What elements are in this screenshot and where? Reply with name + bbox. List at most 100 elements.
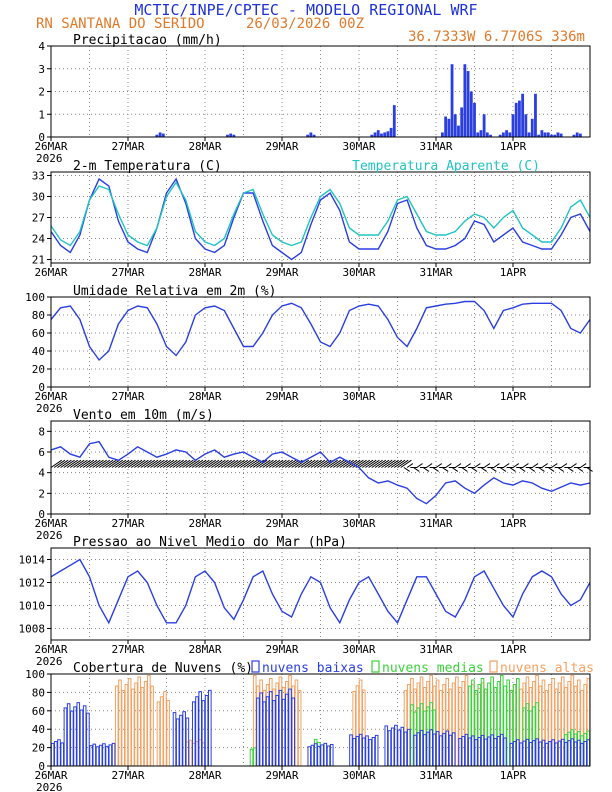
wind-barb [304,459,316,468]
y-tick-label: 21 [32,254,45,267]
cloud-bar-nuvens-altas [166,700,170,767]
precip-bar [380,133,383,137]
x-tick-label: 28MAR [188,140,221,153]
x-tick-label: 31MAR [419,643,452,656]
cloud-bar-nuvens-baixas [432,733,437,767]
wind-barb [474,463,481,468]
cloud-bar-nuvens-baixas [111,742,116,767]
x-tick-label: 28MAR [188,266,221,279]
wind-barb [297,459,310,468]
wind-barb [79,459,91,468]
cloud-bar-nuvens-baixas [371,736,376,767]
cloud-bar-nuvens-baixas [179,714,183,767]
cloud-bar-nuvens-baixas [288,688,292,767]
cloud-bar-nuvens-altas [134,682,138,767]
panel-title: Pressao ao Nivel Medio do Mar (hPa) [73,535,347,550]
cloud-bar-nuvens-baixas [445,730,450,767]
cloud-bar-nuvens-baixas [576,739,581,767]
precip-bar [578,133,582,137]
cloud-bar-nuvens-baixas [191,701,196,767]
cloud-bar-nuvens-altas [121,690,125,767]
cloud-bar-nuvens-baixas [548,741,552,767]
wind-barb [390,459,403,468]
wind-barb [86,459,98,468]
cloud-bar-nuvens-baixas [583,741,587,767]
precip-bar [546,132,550,137]
precip-bar [232,134,236,137]
cloud-bar-nuvens-baixas [307,746,312,767]
cloud-bar-nuvens-baixas [525,738,530,767]
y-tick-label: 40 [32,345,45,358]
y-tick-label: 1014 [19,554,46,567]
x-year-label: 2026 [36,529,63,542]
wind-barb [73,459,85,468]
wind-barb [217,459,229,468]
cloud-bar-nuvens-baixas [368,739,373,767]
cloud-bar-nuvens-baixas [365,735,369,767]
precip-bar [501,132,505,137]
cloud-bar-nuvens-baixas [528,741,533,767]
cloud-bar-nuvens-baixas [406,728,411,767]
wind-barb [278,459,290,468]
cloud-bar-nuvens-baixas [560,738,565,767]
cloud-bar-nuvens-baixas [272,700,276,767]
precip-bar [466,71,470,137]
wind-barb [307,459,319,468]
cloud-bar-nuvens-baixas [182,711,186,767]
wind-barb [256,459,268,468]
panel-title: 2-m Temperatura (C) [73,159,222,174]
wind-barb [195,459,207,468]
precip-bar [450,64,454,137]
y-tick-label: 4 [38,467,45,480]
wind-barb [381,459,393,468]
precip-bar [534,93,537,137]
cloud-bar-nuvens-baixas [256,697,260,767]
wind-barb [329,459,342,468]
wind-barb [519,467,526,472]
wind-barb [580,463,587,468]
y-tick-label: 2 [38,487,45,500]
precip-bar [559,133,563,137]
x-tick-label: 26MAR [34,643,67,656]
wind-barb [191,459,204,468]
wind-barb [233,459,245,468]
cloud-bar-nuvens-baixas [419,729,424,767]
wind-barb [371,459,383,468]
x-tick-label: 28MAR [188,769,221,782]
x-tick-label: 30MAR [342,390,375,403]
x-tick-label: 27MAR [111,517,144,530]
temp-legend-apparent: Temperatura Aparente (C) [352,159,540,174]
wind-barb [567,467,574,472]
x-tick-label: 26MAR [34,517,67,530]
precip-bar [376,130,380,137]
wind-barb [397,459,409,468]
wind-barb [442,467,449,472]
cloud-bar-nuvens-baixas [275,694,279,767]
cloud-bar-nuvens-baixas [474,739,478,767]
wind-barb [143,459,156,468]
x-tick-label: 29MAR [265,266,298,279]
precip-bar [476,132,480,137]
wind-barb [137,459,149,468]
x-tick-label: 31MAR [419,517,452,530]
x-tick-label: 31MAR [419,140,452,153]
precip-bar [521,93,525,137]
x-tick-label: 27MAR [111,643,144,656]
wind-barb [313,459,326,468]
x-year-label: 2026 [36,152,63,165]
wind-barb [57,459,69,468]
wind-barb [211,459,223,468]
cloud-bar-nuvens-baixas [390,727,395,767]
wind-barb [426,463,433,468]
x-tick-label: 26MAR [34,266,67,279]
precip-bar [389,127,393,137]
y-tick-label: 0 [38,508,45,521]
precip-bar [441,132,444,137]
panel-title: Vento em 10m (m/s) [73,408,214,423]
cloud-bar-nuvens-baixas [89,745,93,767]
precip-bar [485,132,489,137]
y-tick-label: 0 [38,381,45,394]
y-tick-label: 60 [32,327,45,340]
wind-barb [361,459,374,468]
precip-bar [530,118,534,137]
